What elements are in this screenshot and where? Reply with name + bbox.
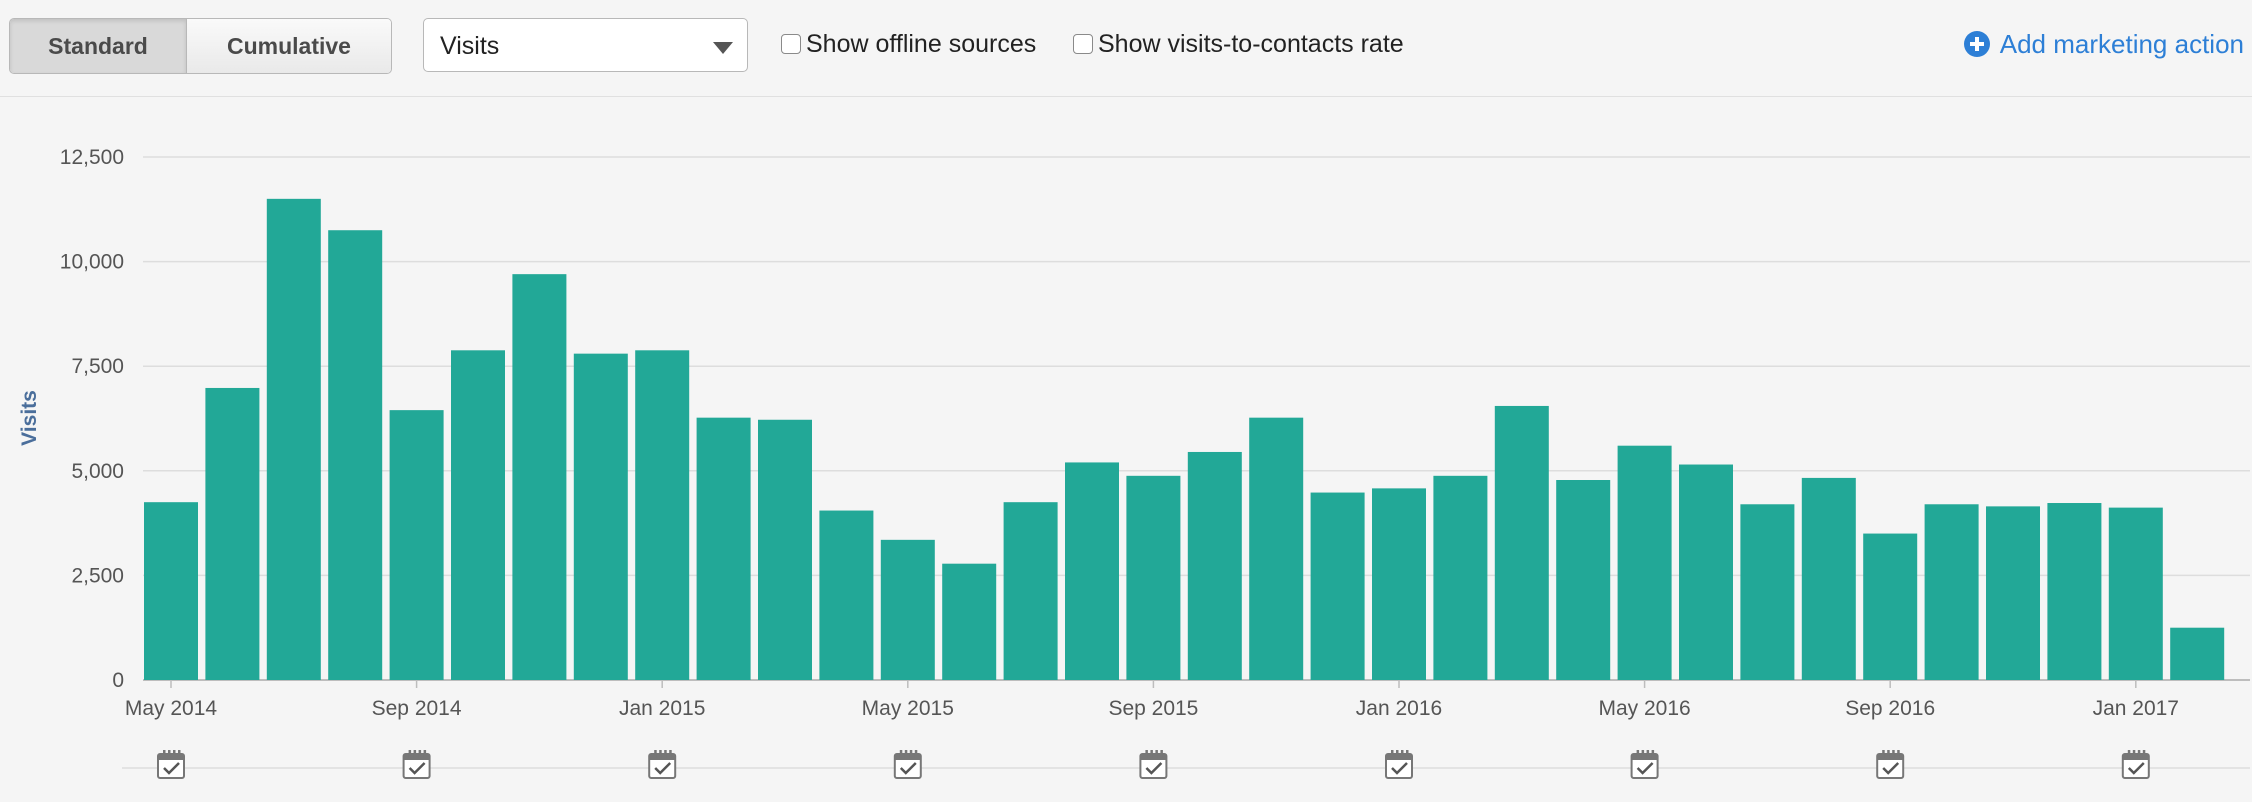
- x-tick-label: May 2016: [1598, 697, 1690, 720]
- calendar-check-icon[interactable]: [1876, 750, 1905, 779]
- y-axis-ticks: 0 2,500 5,000 7,500 10,000 12,500: [60, 146, 124, 692]
- bar[interactable]: [1679, 464, 1733, 680]
- calendar-check-icon[interactable]: [157, 750, 185, 779]
- checkbox-square[interactable]: [781, 34, 801, 54]
- bar[interactable]: [1617, 445, 1672, 680]
- x-tick-label: May 2015: [862, 697, 954, 720]
- y-tick-label: 2,500: [71, 564, 124, 587]
- bar[interactable]: [451, 350, 505, 680]
- x-tick-label: Sep 2015: [1108, 697, 1198, 720]
- calendar-check-icon[interactable]: [402, 750, 431, 779]
- calendar-check-icon[interactable]: [2121, 750, 2150, 779]
- plus-circle-icon: [1963, 31, 1990, 57]
- calendar-check-icon[interactable]: [1385, 750, 1413, 779]
- show-visits-to-contacts-rate-checkbox[interactable]: Show visits-to-contacts rate: [1073, 26, 1404, 62]
- y-axis-label: Visits: [18, 390, 41, 446]
- bar[interactable]: [1003, 502, 1058, 680]
- bar[interactable]: [942, 563, 997, 680]
- y-tick-label: 12,500: [60, 146, 124, 169]
- bar[interactable]: [1924, 504, 1979, 680]
- x-tick-label: Jan 2017: [2093, 697, 2179, 720]
- y-tick-label: 5,000: [71, 460, 124, 483]
- metric-select-value: Visits: [440, 32, 500, 60]
- x-tick-label: Sep 2014: [372, 697, 462, 720]
- bar[interactable]: [1065, 462, 1119, 680]
- calendar-check-icon[interactable]: [648, 750, 677, 779]
- bar[interactable]: [1310, 492, 1365, 680]
- bar[interactable]: [696, 417, 751, 680]
- bar[interactable]: [1863, 533, 1918, 680]
- bar[interactable]: [389, 410, 444, 680]
- calendar-check-icon[interactable]: [1630, 750, 1659, 779]
- bar[interactable]: [1249, 417, 1304, 680]
- bar[interactable]: [1986, 506, 2040, 680]
- bar[interactable]: [1187, 451, 1242, 680]
- y-tick-label: 7,500: [71, 355, 124, 378]
- bar[interactable]: [573, 353, 628, 680]
- show-offline-sources-label: Show offline sources: [806, 29, 1037, 58]
- bar[interactable]: [328, 230, 383, 680]
- bar[interactable]: [1126, 475, 1181, 680]
- x-tick-label: Jan 2016: [1356, 697, 1442, 720]
- show-offline-sources-checkbox[interactable]: Show offline sources: [781, 26, 1036, 62]
- bar[interactable]: [512, 274, 567, 680]
- standard-tab[interactable]: Standard: [10, 19, 187, 73]
- visits-bar-chart: 0 2,500 5,000 7,500 10,000 12,500 May 2014 Sep…: [18, 146, 2250, 779]
- metric-select[interactable]: Visits: [423, 18, 748, 72]
- checkbox-square[interactable]: [1073, 34, 1093, 54]
- view-toggle: Standard Cumulative: [9, 18, 392, 74]
- calendar-check-icon[interactable]: [893, 750, 922, 779]
- x-tick-label: Jan 2015: [619, 697, 705, 720]
- bar[interactable]: [205, 387, 260, 680]
- bar[interactable]: [266, 198, 321, 680]
- toolbar: Standard Cumulative Visits Show offline …: [0, 0, 2252, 97]
- bar[interactable]: [144, 502, 198, 680]
- cumulative-tab[interactable]: Cumulative: [187, 19, 391, 73]
- bar[interactable]: [1433, 475, 1488, 680]
- show-visits-to-contacts-rate-label: Show visits-to-contacts rate: [1098, 29, 1404, 58]
- bar[interactable]: [1494, 405, 1549, 680]
- add-marketing-action-link[interactable]: Add marketing action: [1963, 26, 2244, 62]
- bar[interactable]: [635, 350, 690, 680]
- bar[interactable]: [1740, 504, 1795, 680]
- x-axis-ticks: May 2014 Sep 2014 Jan 2015 May 2015 Sep 2015…: [125, 680, 2179, 720]
- x-tick-label: Sep 2016: [1845, 697, 1935, 720]
- bars: [144, 198, 2225, 680]
- x-tick-label: May 2014: [125, 697, 218, 720]
- chevron-down-icon: [713, 42, 733, 54]
- bar[interactable]: [2170, 627, 2225, 680]
- bar[interactable]: [758, 419, 812, 680]
- calendar-check-icon[interactable]: [1139, 750, 1168, 779]
- add-marketing-action-label: Add marketing action: [1999, 28, 2244, 59]
- y-tick-label: 10,000: [60, 251, 124, 274]
- bar[interactable]: [880, 539, 935, 680]
- bar[interactable]: [1801, 477, 1856, 680]
- bar[interactable]: [1556, 480, 1611, 680]
- y-tick-label: 0: [112, 669, 124, 692]
- bar[interactable]: [2108, 507, 2163, 680]
- marketing-action-markers: [122, 750, 2250, 779]
- bar[interactable]: [2047, 503, 2102, 680]
- bar[interactable]: [1372, 488, 1426, 680]
- bar[interactable]: [819, 510, 874, 680]
